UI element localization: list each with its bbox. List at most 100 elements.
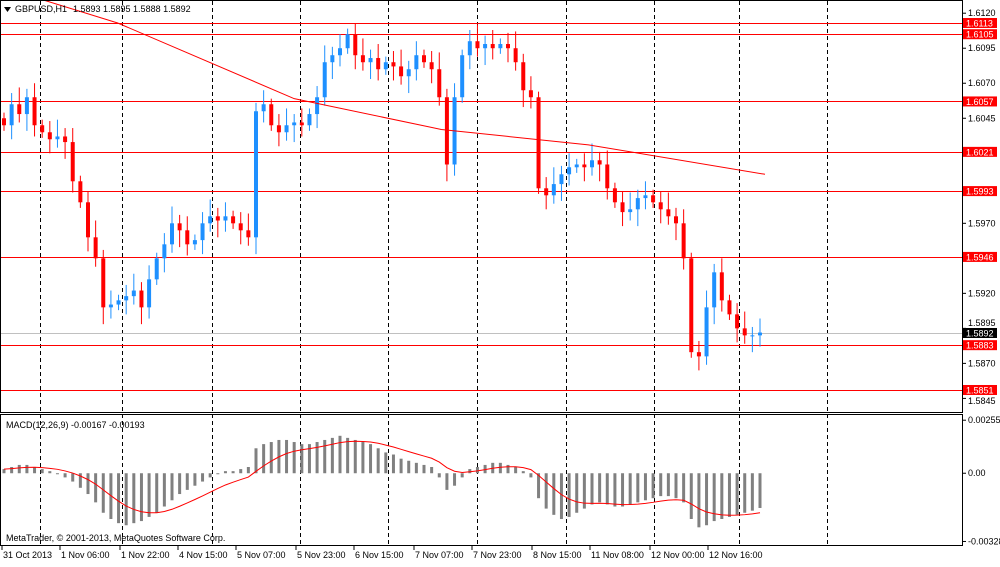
level-price-badge [963,29,997,40]
candle-body [567,167,572,175]
candle-body [597,160,602,165]
horizontal-levels[interactable] [0,23,962,391]
candle-body [353,34,358,56]
macd-bar [605,473,609,505]
macd-bar [414,462,418,474]
candle-body [559,174,564,185]
price-tick-label: 1.6070 [968,78,996,88]
macd-tick-label: -0.00328 [968,536,1000,546]
candle-body [215,216,220,221]
macd-bar [598,473,602,503]
macd-bar [223,471,227,474]
price-tick-label: 1.5970 [968,218,996,228]
candle-body [551,184,556,196]
candle-body [475,41,480,49]
macd-bar [330,437,334,474]
candle-body [704,307,709,357]
level-price-badge [963,384,997,395]
candle-body [338,48,342,56]
macd-bar [705,473,709,526]
macd-bar [559,473,563,519]
candle-body [360,55,365,63]
candle-body [78,181,83,203]
macd-bar [101,473,105,513]
macd-pane-frame [0,414,963,546]
candle-body [17,104,22,115]
macd-bar [689,473,693,519]
macd-bar [712,473,716,522]
candle-body [727,300,732,315]
time-tick-label: 8 Nov 15:00 [533,550,582,560]
macd-bar [269,442,273,474]
level-price-label: 1.5946 [966,252,994,262]
macd-bar [468,469,472,474]
candle-body [223,216,228,221]
macd-bar [445,473,449,490]
macd-bar [71,473,75,482]
candle-body [2,118,6,126]
candle-body [93,237,98,259]
candle-body [490,44,495,49]
time-tick-label: 7 Nov 23:00 [473,550,522,560]
candle-body [376,58,381,70]
macd-bar [170,473,174,501]
candle-body [666,209,671,217]
macd-bar [636,473,640,503]
time-axis[interactable]: 31 Oct 2013 1 Nov 06:00 1 Nov 22:00 4 Nov 1… [1,546,763,560]
dropdown-triangle-icon[interactable] [4,7,11,12]
price-tick-label: 1.6095 [968,43,996,53]
candle-body [719,272,724,301]
macd-bar [78,473,82,488]
candle-body [124,296,129,301]
macd-bar [720,473,724,519]
candle-body [414,55,419,70]
macd-label: MACD(12,26,9) -0.00167 -0.00193 [6,420,145,430]
moving-average-line [41,0,766,175]
macd-bar [659,473,663,497]
candle-body [284,125,289,133]
candle-body [750,335,755,337]
macd-bar [361,442,365,474]
candle-body [528,90,533,98]
macd-bar [25,464,29,474]
candle-body [658,202,663,210]
candle-body [460,55,465,98]
candle-body [651,195,656,203]
candle-body [429,62,434,70]
time-tick-label: 4 Nov 15:00 [179,550,228,560]
level-price-badge [963,251,997,262]
candle-body [231,216,236,224]
current-price-badge [963,328,997,338]
candle-body [292,122,297,126]
candle-body [422,55,426,63]
candle-body [254,111,258,238]
candle-body [47,132,52,140]
candle-body [681,223,686,259]
level-price-label: 1.6057 [966,97,994,107]
candle-body [261,104,266,112]
macd-tick-label: 0.00 [968,468,986,478]
candle-body [63,136,68,143]
macd-bar [185,473,189,490]
candle-body [200,223,205,241]
candle-body [696,352,701,357]
candle-body [116,300,121,305]
time-tick-label: 1 Nov 06:00 [61,550,110,560]
price-tick-label: 1.5870 [968,358,996,368]
macd-bar [94,473,98,503]
macd-bar [666,473,670,497]
candle-body [735,314,740,329]
copyright-text: MetaTrader, © 2001-2013, MetaQuotes Soft… [6,533,225,543]
candle-body [185,230,190,245]
macd-bar [346,437,350,474]
candle-body [368,58,373,63]
macd-bar [674,473,678,499]
candle-body [467,41,472,56]
candle-body [101,258,106,308]
level-price-label: 1.6105 [966,30,994,40]
macd-bar [506,464,510,474]
macd-bar [262,444,266,474]
price-tick-label: 1.5845 [968,396,996,406]
